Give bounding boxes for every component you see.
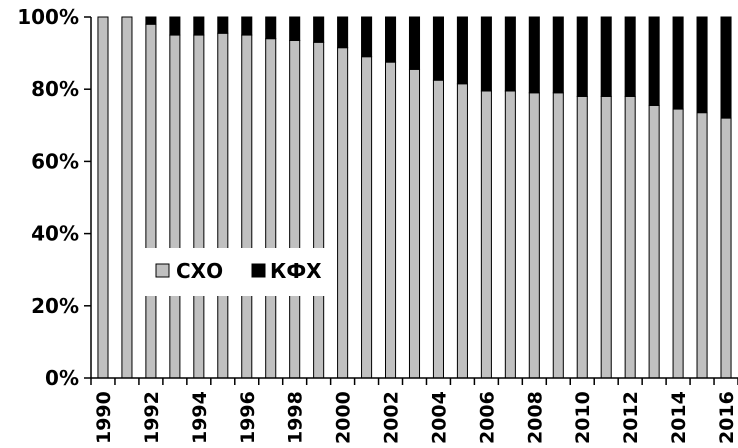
x-tick-label: 2016 bbox=[716, 391, 738, 444]
bar-1992-kfh bbox=[145, 16, 157, 25]
x-tick-label: 1992 bbox=[141, 391, 163, 444]
legend-label-sho: СХО bbox=[176, 259, 223, 283]
bar-2009-sho bbox=[552, 92, 564, 379]
bar-1996-sho bbox=[241, 34, 253, 379]
bar-1992-sho bbox=[145, 23, 157, 379]
x-tick-label: 2014 bbox=[668, 391, 690, 444]
bar-2007-kfh bbox=[504, 16, 516, 92]
bar-2001-sho bbox=[361, 56, 373, 379]
y-tick-label: 40% bbox=[31, 222, 79, 246]
y-tick-label: 20% bbox=[31, 294, 79, 318]
bar-2012-sho bbox=[624, 95, 636, 379]
bar-1993-kfh bbox=[169, 16, 181, 36]
bar-1998-kfh bbox=[289, 16, 301, 41]
bar-2009-kfh bbox=[552, 16, 564, 94]
bar-2010-sho bbox=[576, 95, 588, 379]
bar-2007-sho bbox=[504, 90, 516, 379]
bar-2005-kfh bbox=[456, 16, 468, 85]
bar-1995-sho bbox=[217, 32, 229, 379]
bar-1996-kfh bbox=[241, 16, 253, 36]
bar-1990-sho bbox=[97, 16, 109, 379]
legend: СХО КФХ bbox=[141, 248, 333, 296]
bar-2000-sho bbox=[337, 47, 349, 379]
x-tick-label: 2010 bbox=[572, 391, 594, 444]
legend-label-kfh: КФХ bbox=[270, 259, 322, 283]
bar-2012-kfh bbox=[624, 16, 636, 97]
bar-1999-sho bbox=[313, 41, 325, 379]
x-tick-label: 2000 bbox=[333, 391, 355, 444]
x-tick-label: 2008 bbox=[524, 391, 546, 444]
x-tick-label: 1998 bbox=[285, 391, 307, 444]
bar-2015-sho bbox=[696, 112, 708, 379]
x-tick-label: 2002 bbox=[381, 391, 403, 444]
bar-2008-kfh bbox=[528, 16, 540, 94]
bar-2013-sho bbox=[648, 104, 660, 379]
x-tick-label: 1996 bbox=[237, 391, 259, 444]
bar-2004-sho bbox=[432, 79, 444, 379]
bar-2011-kfh bbox=[600, 16, 612, 97]
bar-1994-sho bbox=[193, 34, 205, 379]
x-tick-label: 2012 bbox=[620, 391, 642, 444]
bar-2015-kfh bbox=[696, 16, 708, 114]
bar-1997-kfh bbox=[265, 16, 277, 40]
bar-1993-sho bbox=[169, 34, 181, 379]
y-tick-label: 60% bbox=[31, 149, 79, 173]
bar-1997-sho bbox=[265, 38, 277, 379]
bar-2003-sho bbox=[408, 68, 421, 379]
y-tick-label: 0% bbox=[45, 366, 79, 390]
y-tick-label: 100% bbox=[17, 5, 79, 29]
bar-2014-kfh bbox=[672, 16, 684, 110]
x-tick-label: 1994 bbox=[189, 391, 211, 444]
bar-2014-sho bbox=[672, 108, 684, 379]
bar-2004-kfh bbox=[432, 16, 444, 81]
bar-1991-sho bbox=[121, 16, 133, 379]
legend-swatch-sho bbox=[155, 263, 170, 278]
bar-2005-sho bbox=[456, 83, 468, 379]
bar-2006-sho bbox=[480, 90, 492, 379]
x-axis-ticks: 1990 1992 1994 1996 1998 2000 2002 2004 2006 2008… bbox=[90, 378, 738, 444]
y-tick-label: 80% bbox=[31, 77, 79, 101]
y-axis-ticks: 0% 20% 40% 60% 80% 100% bbox=[17, 5, 91, 390]
x-tick-label: 2004 bbox=[428, 391, 450, 444]
bar-1999-kfh bbox=[313, 16, 325, 43]
bar-2000-kfh bbox=[337, 16, 349, 49]
bar-2002-sho bbox=[385, 61, 397, 379]
x-tick-label: 1990 bbox=[93, 391, 115, 444]
bar-2016-kfh bbox=[720, 16, 732, 119]
bar-2016-sho bbox=[720, 117, 732, 379]
bar-2010-kfh bbox=[576, 16, 588, 97]
bars-layer bbox=[97, 16, 732, 379]
x-tick-label: 2006 bbox=[476, 391, 498, 444]
bar-2002-kfh bbox=[385, 16, 397, 63]
legend-background bbox=[141, 248, 333, 296]
bar-2003-kfh bbox=[408, 16, 421, 70]
axes-layer bbox=[90, 17, 738, 379]
bar-2006-kfh bbox=[480, 16, 492, 92]
bar-2001-kfh bbox=[361, 16, 373, 58]
bar-1994-kfh bbox=[193, 16, 205, 36]
bar-1995-kfh bbox=[217, 16, 229, 34]
bar-2011-sho bbox=[600, 95, 612, 379]
bar-2013-kfh bbox=[648, 16, 660, 106]
bar-2008-sho bbox=[528, 92, 540, 379]
bar-1998-sho bbox=[289, 39, 301, 379]
legend-swatch-kfh bbox=[251, 263, 266, 278]
